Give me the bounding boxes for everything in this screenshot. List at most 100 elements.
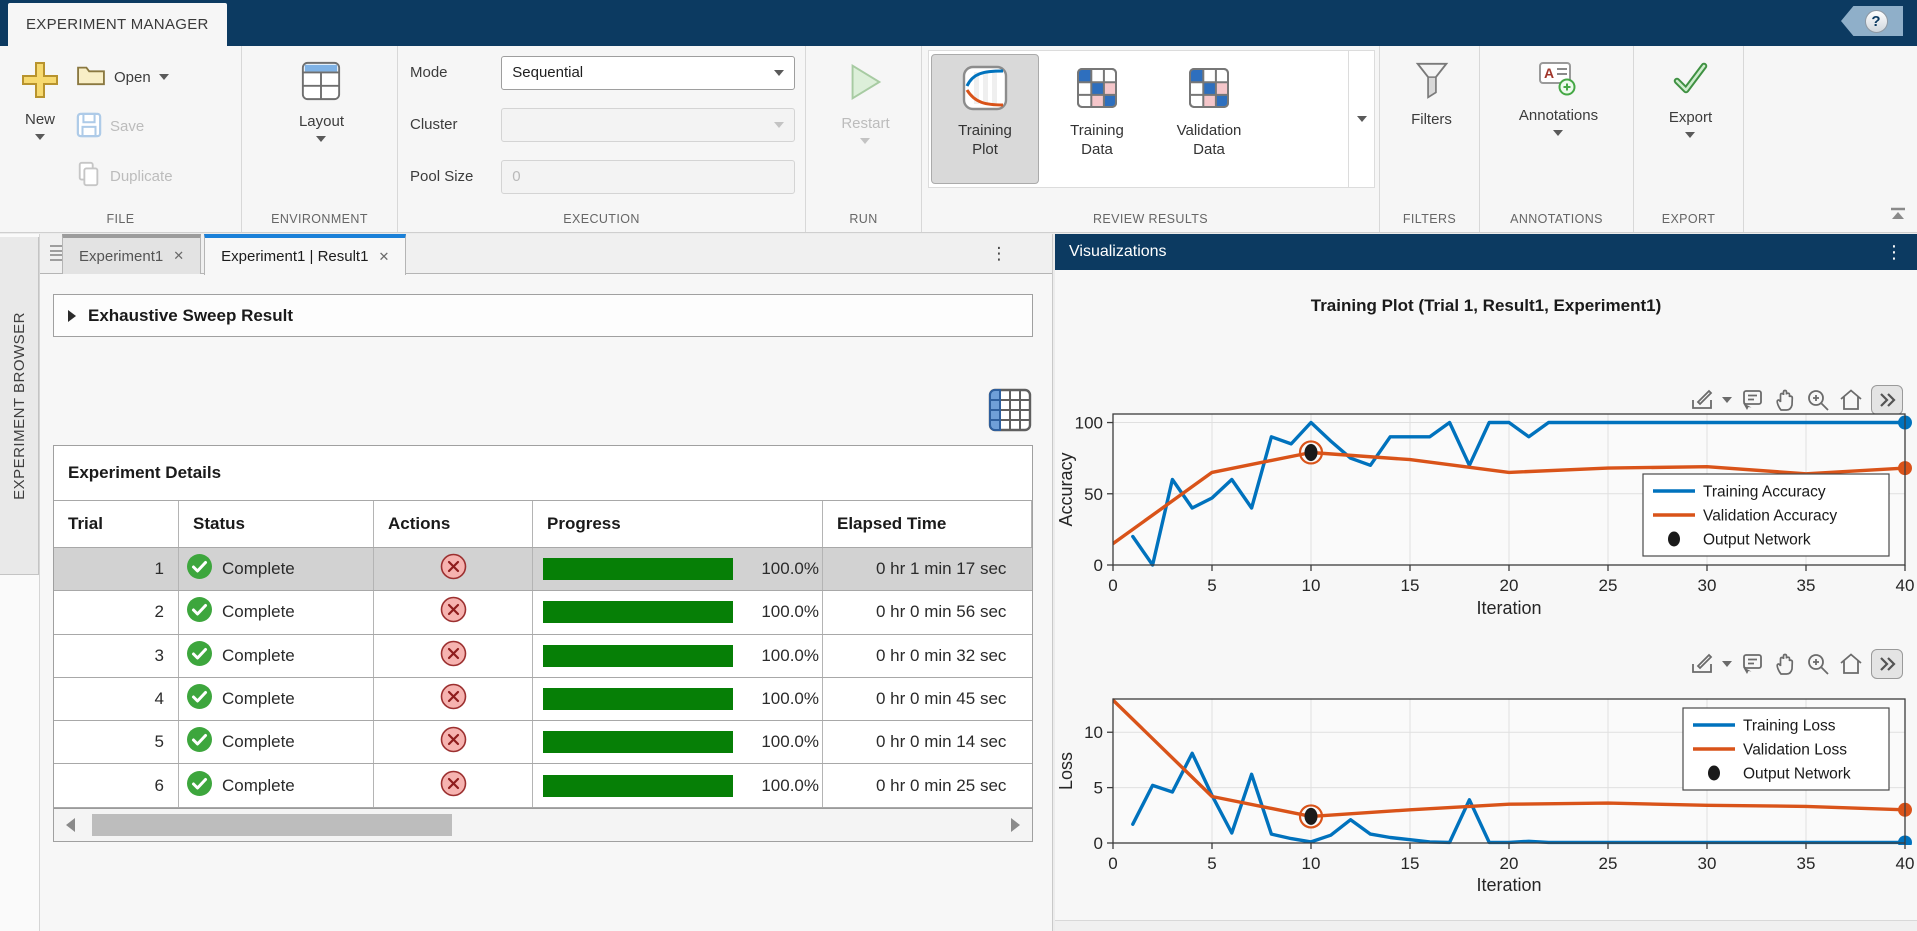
zoom-in-icon[interactable] [1805,651,1831,677]
experiment-browser-tab[interactable]: EXPERIMENT BROWSER [0,237,39,575]
tab-label: Experiment1 [79,247,164,265]
annotations-button[interactable]: A Annotations [1509,54,1608,205]
gallery-overflow-button[interactable] [1348,51,1374,187]
drag-grip-icon[interactable] [50,245,62,261]
panel-menu-button[interactable]: ⋮ [1885,241,1903,262]
experiment-browser-strip: EXPERIMENT BROWSER [0,234,40,931]
svg-text:10: 10 [1302,854,1321,873]
toolbar-section-environment: Layout ENVIRONMENT [242,46,398,232]
table-header-row: Trial Status Actions Progress Elapsed Time [54,501,1032,548]
svg-text:20: 20 [1500,576,1519,595]
scroll-left-arrow[interactable] [66,818,75,832]
progress-cell: 100.0% [533,548,823,591]
horizontal-scrollbar[interactable] [54,808,1032,841]
stop-trial-icon[interactable] [440,553,467,585]
stop-trial-icon[interactable] [440,683,467,715]
stop-trial-icon[interactable] [440,770,467,802]
cluster-select[interactable] [501,107,795,142]
home-restore-view-icon[interactable] [1838,387,1864,413]
filters-button[interactable]: Filters [1401,54,1462,205]
stop-trial-icon[interactable] [440,640,467,672]
table-row-trial-4[interactable]: 4 Complete 100.0% 0 hr 0 min 45 sec [54,677,1032,722]
status-complete-icon [186,640,213,672]
table-row-trial-2[interactable]: 2 Complete 100.0% 0 hr 0 min 56 sec [54,591,1032,635]
confusion-matrix-icon [1074,65,1120,116]
app-tab-experiment-manager[interactable]: EXPERIMENT MANAGER [8,3,227,46]
export-plot-icon[interactable] [1689,387,1715,413]
status-complete-icon [186,553,213,585]
column-header-actions[interactable]: Actions [374,501,533,547]
collapse-toolstrip-button[interactable] [1889,207,1907,226]
table-row-trial-1[interactable]: 1 Complete 100.0% 0 hr 1 min 17 sec [54,548,1032,592]
export-button[interactable]: Export [1659,54,1722,205]
table-view-button[interactable] [987,386,1033,434]
table-row-trial-5[interactable]: 5 Complete 100.0% 0 hr 0 min 14 sec [54,721,1032,765]
svg-text:Output Network: Output Network [1743,766,1851,783]
table-grid-icon [988,388,1032,432]
data-tips-icon[interactable] [1739,651,1765,677]
trial-cell: 5 [54,721,179,764]
gallery-item-training-plot[interactable]: Training Plot [931,54,1039,184]
svg-text:10: 10 [1302,576,1321,595]
column-header-trial[interactable]: Trial [54,501,179,547]
document-tab-0[interactable]: Experiment1 ✕ [62,234,202,274]
new-button[interactable]: New [10,54,70,205]
accuracy-chart[interactable]: 0 5 10 15 20 25 30 35 40 0 50 100 Accuracy Iteration T… [1055,402,1917,640]
status-complete-icon [186,596,213,628]
save-button[interactable]: Save [76,108,173,146]
scroll-right-arrow[interactable] [1011,818,1020,832]
stop-trial-icon[interactable] [440,596,467,628]
status-complete-icon [186,683,213,715]
expand-axes-toolbar-button[interactable] [1871,385,1903,415]
tab-close-icon[interactable]: ✕ [378,248,390,264]
trial-cell: 4 [54,677,179,721]
help-button[interactable]: ? [1841,6,1903,36]
pan-hand-icon[interactable] [1772,387,1798,413]
column-header-progress[interactable]: Progress [533,501,823,547]
actions-cell [374,548,533,591]
progress-label: 100.0% [761,689,819,709]
home-restore-view-icon[interactable] [1838,651,1864,677]
duplicate-button[interactable]: Duplicate [76,157,173,195]
svg-text:40: 40 [1896,576,1915,595]
toolbar-section-run: Restart RUN [806,46,922,232]
column-header-elapsed-time[interactable]: Elapsed Time [823,501,1032,547]
status-cell: Complete [179,721,374,764]
tab-close-icon[interactable]: ✕ [173,248,185,263]
stop-trial-icon[interactable] [440,726,467,758]
zoom-in-icon[interactable] [1805,387,1831,413]
document-tab-1[interactable]: Experiment1 | Result1 ✕ [204,234,407,275]
layout-button[interactable]: Layout [289,54,354,205]
svg-text:Validation Loss: Validation Loss [1743,742,1847,759]
table-row-trial-3[interactable]: 3 Complete 100.0% 0 hr 0 min 32 sec [54,634,1032,678]
pan-hand-icon[interactable] [1772,651,1798,677]
actions-cell [374,721,533,764]
section-label-filters: FILTERS [1402,211,1457,226]
column-header-status[interactable]: Status [179,501,374,547]
panel-bottom-strip [1055,920,1917,931]
export-label: Export [1668,109,1713,126]
gallery-item-label: Validation Data [1176,122,1242,158]
new-plus-icon [20,60,60,105]
scrollbar-thumb[interactable] [92,814,452,836]
chevron-down-icon [774,69,784,76]
gallery-item-training-data[interactable]: Training Data [1043,54,1151,184]
table-row-trial-6[interactable]: 6 Complete 100.0% 0 hr 0 min 25 sec [54,764,1032,808]
chevron-down-icon[interactable] [1722,397,1732,403]
expand-axes-toolbar-button[interactable] [1871,649,1903,679]
export-plot-icon[interactable] [1689,651,1715,677]
exhaustive-sweep-result-header[interactable]: Exhaustive Sweep Result [53,294,1033,337]
progress-label: 100.0% [761,645,819,665]
chevron-down-icon[interactable] [1722,661,1732,667]
open-button[interactable]: Open [76,58,173,96]
pool-size-input[interactable] [501,159,795,194]
restart-button[interactable]: Restart [831,54,899,205]
progress-cell: 100.0% [533,677,823,721]
tab-actions-menu[interactable]: ⋮ [990,244,1008,263]
data-tips-icon[interactable] [1739,387,1765,413]
loss-chart[interactable]: 0 5 10 15 20 25 30 35 40 0 5 10 Loss Iteration Trainin… [1055,682,1917,914]
gallery-item-validation-data[interactable]: Validation Data [1155,54,1263,184]
mode-select[interactable]: Sequential [501,55,795,90]
actions-cell [374,677,533,721]
